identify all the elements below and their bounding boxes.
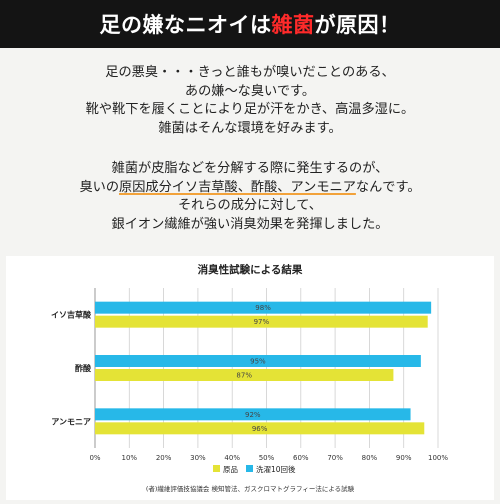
title-accent-word: 雑菌: [271, 13, 315, 37]
chart-footnote: (者)繊維評価技協議会 検知管法、ガスクロマトグラフィー法による試験: [146, 484, 355, 493]
legend-swatch: [213, 465, 220, 472]
intro-line: あの嫌〜な臭いです。: [184, 83, 316, 99]
intro-line: 雑菌はそんな環境を好みます。: [158, 120, 342, 136]
title-part-3: が原因！: [314, 13, 401, 37]
cause-line: 銀イオン繊維が強い消臭効果を発揮しました。: [111, 216, 389, 232]
bar: [95, 315, 428, 328]
x-tick-label: 90%: [396, 454, 412, 462]
x-tick-label: 0%: [89, 454, 100, 462]
intro-line: 靴や靴下を履くことにより足が汗をかき、高温多湿に。: [85, 102, 415, 117]
bar-value-label: 95%: [250, 358, 266, 366]
x-tick-label: 60%: [293, 454, 309, 462]
category-label: アンモニア: [51, 417, 91, 426]
bar: [95, 369, 394, 381]
title-bar: [0, 0, 500, 48]
cause-line: 臭いの原因成分イソ吉草酸、酢酸、アンモニアなんです。: [0, 179, 500, 198]
x-tick-label: 20%: [156, 454, 172, 462]
legend-label: 洗濯10回後: [256, 464, 296, 474]
x-tick-label: 10%: [122, 454, 138, 462]
category-label: 酢酸: [75, 363, 92, 373]
bar-value-label: 97%: [254, 318, 270, 326]
bar: [95, 355, 421, 367]
cause-line: それらの成分に対して、: [177, 198, 322, 213]
bar-value-label: 98%: [255, 304, 271, 312]
cause-line: 雑菌が皮脂などを分解する際に発生するのが、: [111, 161, 389, 176]
x-tick-label: 80%: [362, 454, 378, 462]
cause-paragraph: 雑菌が皮脂などを分解する際に発生するのが、 臭いの原因成分イソ吉草酸、酢酸、アン…: [0, 160, 500, 234]
page-title: 足の嫌なニオイは 雑菌 が原因！: [0, 0, 500, 48]
legend-swatch: [246, 465, 253, 472]
title-part-1: 足の嫌なニオイは: [99, 13, 272, 37]
cause-line-post: なんです。: [355, 179, 421, 195]
intro-line: 足の悪臭・・・きっと誰もが嗅いだことのある、: [105, 65, 395, 80]
cause-highlight: 原因成分イソ吉草酸、酢酸、アンモニア: [119, 179, 356, 195]
cause-line-pre: 臭いの: [79, 179, 120, 195]
category-label: イソ吉草酸: [51, 310, 92, 320]
bar: [95, 301, 432, 314]
chart-panel: 消臭性試験による結果 0% 10% 20% 30% 40% 50% 60% 70% 80% 90% 1…: [6, 256, 494, 500]
bar: [95, 422, 425, 435]
legend-label: 原品: [223, 465, 238, 474]
x-tick-label: 50%: [259, 454, 275, 462]
x-tick-label: 30%: [190, 454, 206, 462]
x-tick-label: 100%: [428, 454, 448, 462]
bar-value-label: 87%: [236, 372, 252, 380]
x-tick-label: 70%: [327, 454, 343, 462]
intro-paragraph: 足の悪臭・・・きっと誰もが嗅いだことのある、 あの嫌〜な臭いです。 靴や靴下を履…: [0, 64, 500, 138]
bar-value-label: 96%: [252, 425, 268, 433]
deodorization-chart: 消臭性試験による結果 0% 10% 20% 30% 40% 50% 60% 70% 80% 90% 1…: [51, 263, 448, 493]
bar-value-label: 92%: [245, 411, 261, 419]
chart-title: 消臭性試験による結果: [198, 263, 303, 276]
x-tick-label: 40%: [224, 454, 240, 462]
bar: [95, 408, 411, 421]
